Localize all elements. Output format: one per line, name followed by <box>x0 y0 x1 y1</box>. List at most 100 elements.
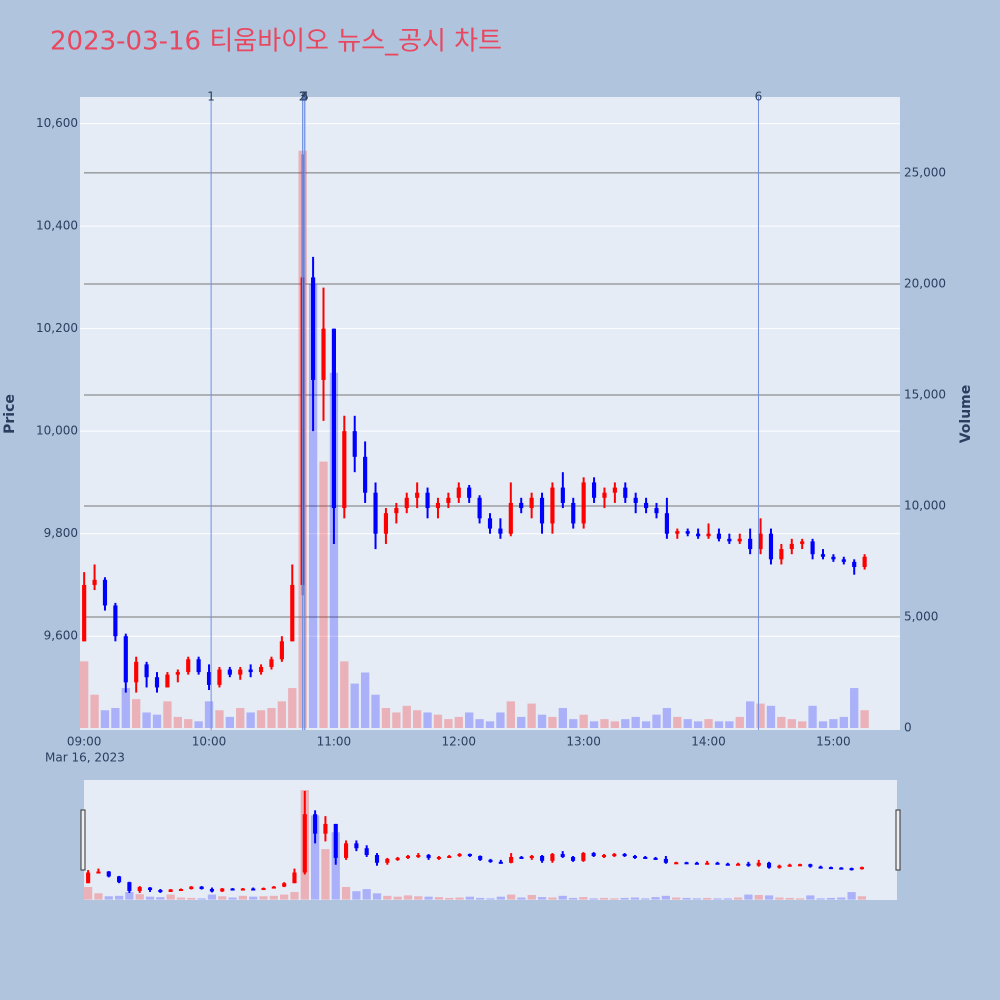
y2-tick-label: 25,000 <box>904 165 946 179</box>
volume-bar <box>423 712 432 729</box>
volume-bar <box>402 705 411 729</box>
volume-bar <box>215 710 224 729</box>
volume-bar <box>319 461 328 729</box>
slider-candle-body <box>209 889 214 892</box>
slider-candle-body <box>859 867 864 870</box>
volume-bar <box>80 661 89 729</box>
slider-candle-body <box>447 855 452 858</box>
volume-bar <box>777 716 786 729</box>
x-tick-label: 12:00 <box>441 735 476 749</box>
candle-body <box>279 641 284 660</box>
candle-body <box>269 659 274 667</box>
slider-volume-bar <box>558 895 567 900</box>
slider-volume-bar <box>341 886 351 900</box>
slider-volume-bar <box>383 895 392 900</box>
slider-volume-bar <box>197 898 206 900</box>
slider-volume-bar <box>744 894 753 900</box>
volume-bar <box>485 721 495 729</box>
slider-volume-bar <box>280 894 289 900</box>
slider-candle-body <box>117 876 122 883</box>
slider-volume-bar <box>414 896 423 900</box>
candle-body <box>820 554 826 557</box>
slider-volume-bar <box>775 897 784 900</box>
candle-body <box>196 659 201 673</box>
volume-bar <box>631 716 640 729</box>
slider-candle-body <box>364 848 369 856</box>
candle-body <box>519 502 524 509</box>
slider-candle-body <box>467 854 472 857</box>
candle-body <box>539 497 545 524</box>
volume-bar <box>465 712 474 729</box>
volume-bar <box>787 719 796 729</box>
volume-bar <box>548 716 557 729</box>
slider-candle-body <box>581 853 586 861</box>
slider-volume-bar <box>166 894 175 900</box>
slider-volume-bar <box>393 896 402 900</box>
slider-candle-body <box>261 888 266 891</box>
candle-body <box>664 513 669 534</box>
slider-volume-bar <box>733 897 743 900</box>
slider-volume-bar <box>630 897 640 900</box>
slider-candle-body <box>158 889 163 892</box>
slider-volume-bar <box>84 886 93 900</box>
slider-volume-bar <box>795 898 805 900</box>
y-tick-label: 10,200 <box>36 321 78 335</box>
slider-candle-body <box>653 857 658 860</box>
candle-body <box>217 669 222 685</box>
candle-body <box>841 559 846 562</box>
slider-candle-body <box>416 855 421 858</box>
candle-body <box>487 518 493 529</box>
slider-candle-body <box>199 886 204 890</box>
volume-bar <box>704 719 713 729</box>
candle-body <box>498 528 503 534</box>
range-handle-right[interactable] <box>895 809 901 871</box>
volume-bar <box>184 719 193 729</box>
x-tick-label: 14:00 <box>691 735 726 749</box>
x-axis-date: Mar 16, 2023 <box>45 751 125 765</box>
candle-body <box>800 541 805 544</box>
range-slider[interactable] <box>84 780 897 900</box>
slider-candle-body <box>767 862 772 868</box>
slider-volume-bar <box>548 897 557 900</box>
candle-body <box>581 482 586 524</box>
slider-volume-bar <box>764 895 774 900</box>
volume-bar <box>329 372 339 729</box>
volume-bar <box>475 719 484 729</box>
candle-body <box>342 431 347 509</box>
slider-candle-body <box>333 823 338 858</box>
news-label: 5 <box>301 90 309 104</box>
candle-body <box>560 487 565 503</box>
volume-bar <box>454 716 463 729</box>
slider-candle-body <box>127 882 132 891</box>
slider-candle-body <box>632 855 638 858</box>
candle-body <box>144 664 149 678</box>
slider-candle-body <box>137 887 142 891</box>
candle-body <box>238 669 243 675</box>
x-tick-label: 13:00 <box>566 735 601 749</box>
slider-candle-body <box>560 854 565 857</box>
volume-bar <box>204 701 214 729</box>
slider-volume-bar <box>847 892 856 900</box>
volume-bar <box>600 719 609 729</box>
slider-volume-bar <box>568 897 578 900</box>
chart-title: 2023-03-16 티움바이오 뉴스_공시 차트 <box>50 27 502 57</box>
volume-bar <box>517 716 526 729</box>
slider-volume-bar <box>455 897 464 900</box>
slider-volume-bar <box>517 897 526 900</box>
candle-body <box>623 487 628 498</box>
volume-bar <box>506 701 515 729</box>
slider-volume-bar <box>207 894 217 900</box>
volume-bar <box>350 683 359 729</box>
volume-bar <box>798 721 807 729</box>
y-tick-label: 10,400 <box>36 219 78 233</box>
slider-volume-bar <box>837 897 846 900</box>
slider-volume-bar <box>816 898 825 900</box>
volume-bar <box>735 716 744 729</box>
news-label: 2 <box>299 90 307 104</box>
slider-volume-bar <box>424 896 433 900</box>
y-tick-label: 9,600 <box>44 629 78 643</box>
slider-volume-bar <box>785 897 794 900</box>
slider-volume-bar <box>692 898 701 900</box>
volume-bar <box>527 703 536 729</box>
range-handle-left[interactable] <box>80 809 86 871</box>
